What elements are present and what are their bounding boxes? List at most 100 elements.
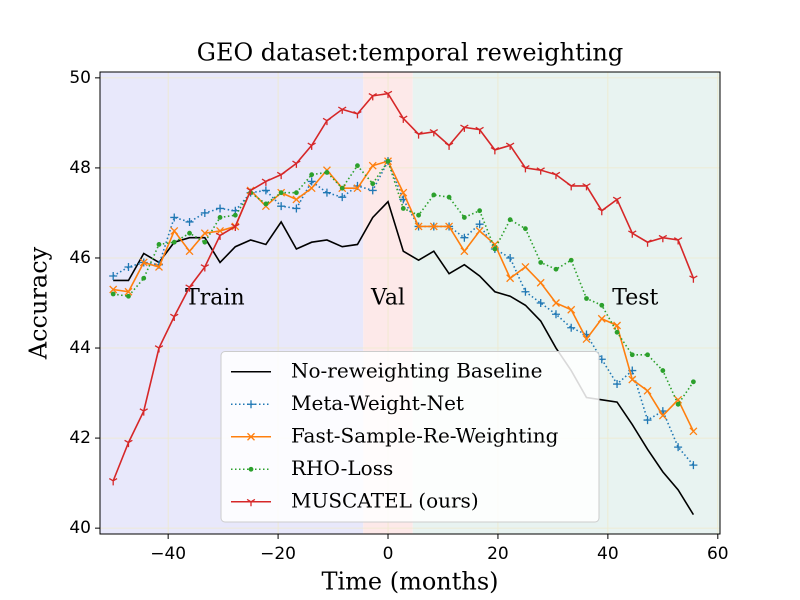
marker — [185, 247, 194, 256]
marker-shape — [660, 368, 666, 373]
marker-shape — [568, 257, 574, 263]
marker — [645, 352, 650, 358]
marker-shape — [185, 247, 194, 256]
legend-label: Fast-Sample-Re-Weighting — [291, 423, 559, 447]
marker-shape — [215, 232, 225, 240]
marker-shape — [368, 93, 377, 101]
marker-shape — [399, 188, 408, 197]
marker — [568, 257, 574, 263]
marker — [475, 226, 484, 235]
marker-shape — [277, 202, 286, 211]
marker-shape — [521, 165, 530, 173]
marker — [200, 264, 210, 272]
plot-area: Train Val Test — [100, 72, 720, 534]
marker-shape — [628, 375, 637, 384]
marker — [689, 427, 698, 436]
marker-shape — [445, 222, 454, 231]
marker-shape — [658, 234, 668, 243]
marker — [261, 178, 271, 186]
marker — [292, 160, 301, 168]
marker — [629, 352, 635, 358]
marker-shape — [597, 314, 606, 323]
marker-shape — [292, 204, 301, 213]
marker-shape — [292, 195, 301, 204]
marker — [185, 217, 194, 226]
y-tick-label: 44 — [69, 338, 91, 358]
marker-shape — [231, 223, 240, 231]
marker-shape — [582, 183, 591, 191]
marker — [246, 187, 255, 195]
marker — [690, 379, 696, 385]
marker-shape — [307, 177, 316, 186]
marker-shape — [400, 206, 406, 211]
marker-shape — [216, 204, 225, 213]
marker-shape — [307, 184, 316, 193]
marker — [584, 296, 589, 301]
marker — [582, 183, 591, 191]
marker — [247, 400, 255, 409]
marker — [368, 93, 377, 101]
marker-shape — [490, 240, 499, 249]
marker — [261, 186, 270, 195]
marker-shape — [658, 411, 667, 420]
marker — [170, 226, 179, 235]
marker — [643, 386, 652, 395]
marker-shape — [154, 345, 164, 353]
marker-shape — [247, 400, 255, 409]
marker — [400, 206, 406, 211]
marker-shape — [170, 213, 179, 222]
marker-shape — [109, 285, 118, 294]
marker — [613, 380, 622, 389]
marker — [322, 117, 332, 126]
x-tick-label: 20 — [487, 544, 509, 564]
marker — [567, 323, 576, 332]
marker — [521, 263, 530, 271]
marker-shape — [536, 278, 545, 287]
axes-frame — [99, 71, 721, 535]
marker-shape — [217, 215, 223, 220]
marker-shape — [446, 194, 452, 200]
marker — [124, 287, 133, 296]
marker-shape — [246, 187, 255, 195]
marker — [461, 215, 467, 220]
marker-shape — [187, 230, 192, 236]
marker — [385, 158, 391, 164]
marker-shape — [490, 147, 500, 155]
marker-shape — [110, 291, 116, 297]
marker-shape — [689, 427, 698, 436]
marker — [460, 124, 469, 132]
marker-shape — [629, 352, 635, 358]
marker — [614, 329, 620, 335]
marker-shape — [355, 163, 360, 169]
marker-shape — [383, 90, 393, 99]
marker — [612, 196, 622, 204]
marker-shape — [139, 408, 148, 416]
marker — [187, 230, 192, 236]
marker — [506, 274, 515, 283]
marker-shape — [278, 190, 284, 196]
legend-label: RHO-Loss — [291, 456, 393, 480]
marker-shape — [292, 160, 301, 168]
x-tick-label: 0 — [383, 544, 394, 564]
marker — [551, 171, 561, 180]
marker — [324, 170, 330, 175]
marker-shape — [124, 287, 133, 296]
y-axis-label: Accuracy — [25, 246, 53, 360]
marker-shape — [293, 190, 299, 196]
marker-shape — [156, 242, 162, 247]
marker — [248, 466, 254, 472]
marker-shape — [492, 246, 498, 252]
marker — [124, 439, 133, 448]
marker — [446, 194, 452, 200]
marker — [141, 275, 147, 281]
marker — [505, 142, 515, 150]
marker-shape — [475, 226, 484, 235]
marker — [155, 263, 163, 271]
marker — [109, 285, 118, 294]
marker — [492, 246, 498, 252]
marker — [200, 229, 209, 238]
marker-shape — [645, 352, 650, 358]
marker-shape — [200, 264, 210, 272]
marker — [490, 147, 500, 155]
